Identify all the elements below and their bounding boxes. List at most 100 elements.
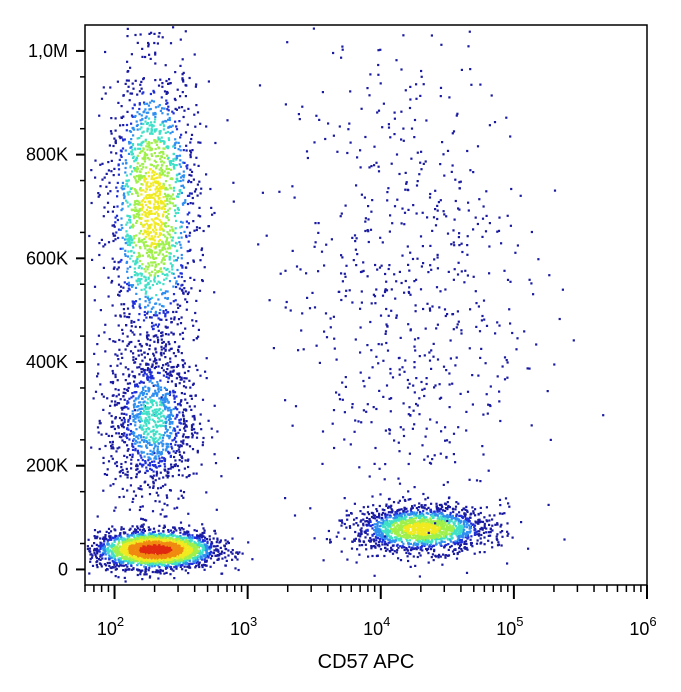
data-point [191,553,194,556]
data-point [413,525,416,528]
data-point [162,241,165,244]
data-point [129,226,132,229]
data-point [458,518,461,521]
data-point [483,516,486,519]
data-point [112,561,115,564]
data-point [186,262,189,265]
data-point [171,124,174,127]
data-point [141,569,144,572]
data-point [184,559,187,562]
data-point [146,564,150,567]
data-point [146,194,149,197]
data-point [136,553,139,556]
data-point [116,268,119,271]
data-point [179,554,182,557]
data-point [167,553,170,556]
data-point [449,538,452,542]
data-point [358,538,361,541]
data-point [141,55,144,58]
data-point [144,535,147,538]
data-point [413,542,416,545]
data-point [174,212,177,215]
data-point [142,543,145,546]
data-point [121,340,124,343]
data-point [149,528,152,531]
data-point [144,549,147,552]
data-point [451,514,454,517]
data-point [436,522,439,525]
data-point [180,257,183,260]
data-point [89,557,92,561]
data-point [120,528,123,531]
data-point [98,550,101,553]
data-point [134,532,137,535]
data-point [431,533,434,536]
data-point [204,555,207,558]
data-point [149,543,152,546]
data-point [402,521,405,524]
data-point [429,517,432,520]
data-point [417,522,420,525]
data-point [374,514,377,517]
data-point [457,523,460,526]
data-point [185,556,188,559]
data-point [425,516,428,519]
data-point [350,512,353,515]
data-point [443,535,446,538]
data-point [136,557,139,560]
data-point [418,552,421,555]
data-point [88,572,91,575]
data-point [125,542,128,545]
data-point [370,545,373,548]
data-point [345,526,348,529]
data-point [93,542,96,545]
data-point [156,223,159,226]
data-point [155,359,158,362]
data-point [488,514,491,517]
data-point [152,533,155,536]
data-point [384,512,387,515]
data-point [410,525,413,528]
data-point [129,257,132,260]
data-point [394,521,397,524]
data-point [385,535,388,538]
data-point [520,521,523,524]
data-point [450,515,453,518]
data-point [114,129,117,132]
data-point [431,526,435,529]
data-point [110,544,113,547]
data-point [192,543,195,547]
data-point [155,167,158,170]
data-point [166,566,169,569]
data-point [190,538,193,541]
data-point [225,559,228,562]
data-point [124,159,127,162]
data-point [451,530,454,533]
data-point [144,108,147,111]
data-point [395,513,398,516]
data-point [438,541,441,544]
data-point [132,87,135,90]
data-point [127,547,130,550]
data-point [116,537,120,540]
data-point [481,520,485,523]
data-point [175,539,178,542]
data-point [158,532,161,535]
data-point [440,503,443,506]
data-point [179,145,182,148]
data-point [444,509,447,512]
data-point [156,560,160,563]
data-point [378,504,381,508]
data-point [176,560,179,563]
data-point [196,556,199,559]
data-point [139,188,142,191]
data-point [408,524,411,527]
data-point [152,552,155,555]
data-point [186,533,189,536]
data-point [187,544,190,547]
data-point [413,504,416,507]
data-point [460,541,463,544]
data-point [465,542,468,546]
data-point [179,176,183,179]
data-point [173,540,176,543]
